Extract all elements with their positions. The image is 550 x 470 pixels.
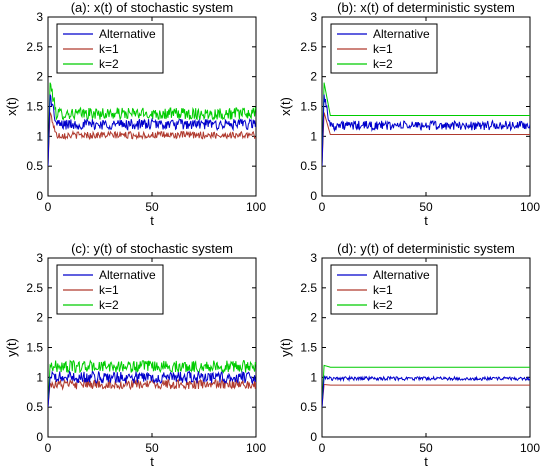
y-tick-label: 1.5 xyxy=(300,341,317,355)
panel-c: (c): y(t) of stochastic system 0 0.5 1 1.5 2 2… xyxy=(4,241,266,469)
legend-label: k=2 xyxy=(373,57,393,71)
x-tick-label: 0 xyxy=(319,441,326,455)
chart-title: (b): x(t) of deterministic system xyxy=(337,0,515,15)
y-tick-label: 0.5 xyxy=(300,400,317,414)
y-tick-label: 2 xyxy=(36,70,43,84)
y-tick-label: 0 xyxy=(36,189,43,203)
y-tick-label: 2.5 xyxy=(300,281,317,295)
x-tick-label: 100 xyxy=(246,200,266,214)
y-tick-label: 0 xyxy=(36,430,43,444)
y-axis-label: x(t) xyxy=(278,97,293,116)
legend-box xyxy=(56,23,164,74)
y-axis-label: y(t) xyxy=(4,338,19,357)
y-tick-label: 0 xyxy=(310,430,317,444)
y-tick-label: 0.5 xyxy=(300,159,317,173)
x-tick-label: 0 xyxy=(45,200,52,214)
y-tick-label: 2 xyxy=(36,311,43,325)
y-tick-label: 1 xyxy=(310,129,317,143)
legend-label: Alternative xyxy=(99,268,156,282)
series-line-k-2 xyxy=(322,82,530,167)
y-tick-label: 2.5 xyxy=(26,281,43,295)
legend-label: k=2 xyxy=(373,298,393,312)
panel-a: (a): x(t) of stochastic system 0 0.5 1 1.5 2 2… xyxy=(4,0,266,228)
y-axis-label: x(t) xyxy=(4,97,19,116)
y-tick-label: 2 xyxy=(310,311,317,325)
x-tick-label: 50 xyxy=(419,200,433,214)
y-tick-label: 3 xyxy=(310,251,317,265)
chart-title: (a): x(t) of stochastic system xyxy=(71,0,234,15)
x-tick-label: 50 xyxy=(145,441,159,455)
y-tick-label: 3 xyxy=(36,251,43,265)
legend-label: k=1 xyxy=(373,42,393,56)
series-line-k-1 xyxy=(322,383,530,408)
series-line-k-2 xyxy=(322,364,530,408)
series-line-alternative xyxy=(322,374,530,408)
y-tick-label: 1.5 xyxy=(26,100,43,114)
y-tick-label: 0 xyxy=(310,189,317,203)
x-tick-label: 50 xyxy=(419,441,433,455)
y-tick-label: 1 xyxy=(36,129,43,143)
y-tick-label: 2 xyxy=(310,70,317,84)
x-tick-label: 100 xyxy=(520,200,540,214)
y-tick-label: 2.5 xyxy=(26,40,43,54)
x-axis-label: t xyxy=(150,213,154,228)
legend-label: Alternative xyxy=(99,27,156,41)
series-line-alternative xyxy=(48,370,256,408)
panel-b: (b): x(t) of deterministic system 0 0.5 1 1.… xyxy=(278,0,540,228)
series-line-alternative xyxy=(322,94,530,167)
legend-label: k=2 xyxy=(99,57,119,71)
y-tick-label: 3 xyxy=(310,10,317,24)
y-tick-label: 1.5 xyxy=(300,100,317,114)
x-axis-label: t xyxy=(424,213,428,228)
series-line-k-1 xyxy=(322,112,530,167)
y-tick-label: 0.5 xyxy=(26,159,43,173)
legend-label: k=1 xyxy=(373,283,393,297)
x-axis-label: t xyxy=(424,454,428,469)
chart-title: (c): y(t) of stochastic system xyxy=(71,241,233,256)
x-axis-label: t xyxy=(150,454,154,469)
x-tick-label: 50 xyxy=(145,200,159,214)
legend-label: k=1 xyxy=(99,283,119,297)
series-line-k-1 xyxy=(48,378,256,408)
y-tick-label: 2.5 xyxy=(300,40,317,54)
legend-label: k=2 xyxy=(99,298,119,312)
legend-label: Alternative xyxy=(373,27,430,41)
y-tick-label: 0.5 xyxy=(26,400,43,414)
panel-d: (d): y(t) of deterministic system 0 0.5 1 1.… xyxy=(278,241,540,469)
x-tick-label: 100 xyxy=(520,441,540,455)
y-tick-label: 3 xyxy=(36,10,43,24)
y-tick-label: 1 xyxy=(310,370,317,384)
x-tick-label: 0 xyxy=(45,441,52,455)
series-line-k-2 xyxy=(48,82,256,167)
series-line-alternative xyxy=(48,94,256,167)
legend-label: Alternative xyxy=(373,268,430,282)
y-tick-label: 1 xyxy=(36,370,43,384)
x-tick-label: 100 xyxy=(246,441,266,455)
y-axis-label: y(t) xyxy=(278,338,293,357)
chart-title: (d): y(t) of deterministic system xyxy=(337,241,515,256)
series-line-k-1 xyxy=(48,112,256,167)
series-line-k-2 xyxy=(48,359,256,408)
y-tick-label: 1.5 xyxy=(26,341,43,355)
legend-label: k=1 xyxy=(99,42,119,56)
x-tick-label: 0 xyxy=(319,200,326,214)
